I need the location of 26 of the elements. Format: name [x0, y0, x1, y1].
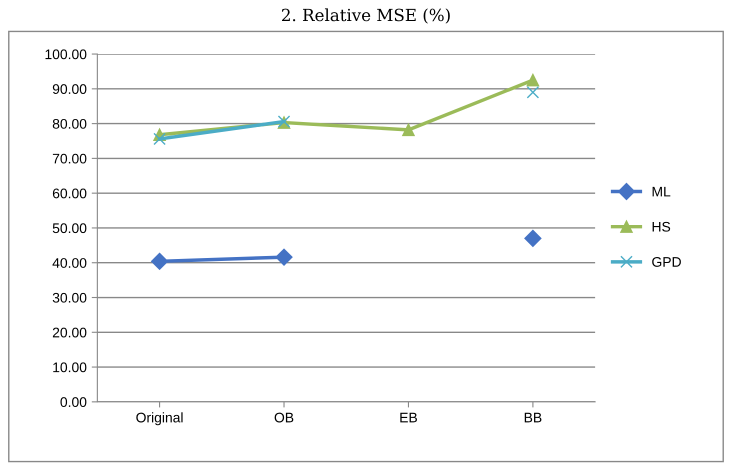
- chart-title: 2. Relative MSE (%): [282, 8, 450, 24]
- point: [153, 132, 166, 146]
- y-tick-label: 40.00: [52, 258, 86, 268]
- point: [275, 248, 293, 266]
- y-tick-label: 0.00: [60, 397, 86, 408]
- legend-label: GPD: [652, 257, 681, 267]
- y-tick-label: 90.00: [52, 84, 86, 94]
- x-tick-label: OB: [274, 412, 294, 422]
- legend-label: ML: [652, 186, 670, 196]
- legend-label: HS: [652, 222, 670, 232]
- y-tick-label: 100.00: [46, 49, 86, 60]
- y-tick-label: 70.00: [52, 154, 86, 164]
- y-tick-label: 10.00: [53, 362, 86, 372]
- y-tick-label: 20.00: [52, 328, 86, 338]
- y-tick-label: 30.00: [52, 292, 86, 303]
- x-tick-label: BB: [524, 412, 542, 422]
- point: [402, 124, 415, 136]
- y-tick-label: 80.00: [52, 118, 86, 129]
- y-tick-label: 50.00: [52, 223, 86, 234]
- point: [151, 252, 168, 270]
- x-tick-label: EB: [400, 412, 417, 422]
- point: [526, 74, 540, 86]
- point: [524, 230, 542, 247]
- x-tick-label: Original: [136, 412, 183, 426]
- point: [526, 86, 540, 99]
- y-tick-label: 60.00: [52, 188, 86, 198]
